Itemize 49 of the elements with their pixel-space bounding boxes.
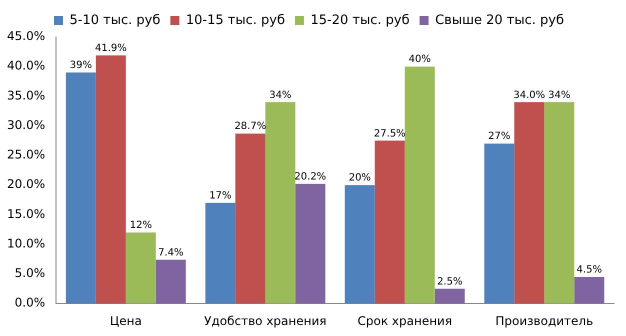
- x-tick-label: Срок хранения: [358, 314, 452, 328]
- bar: [544, 102, 574, 304]
- legend-label: 15-20 тыс. руб: [310, 12, 410, 28]
- x-tick-label: Производитель: [495, 314, 594, 328]
- bar: [66, 72, 96, 304]
- data-label: 34%: [269, 90, 292, 101]
- y-tick-label: 5.0%: [14, 266, 46, 280]
- data-label: 27.5%: [374, 128, 406, 140]
- y-tick-label: 0.0%: [14, 296, 46, 310]
- y-tick-label: 20.0%: [6, 177, 46, 192]
- data-label: 17%: [209, 190, 232, 202]
- bar: [96, 55, 126, 304]
- data-label: 12%: [130, 220, 152, 232]
- bar: [484, 144, 514, 304]
- data-label: 34%: [548, 90, 570, 101]
- legend-label: Свыше 20 тыс. руб: [435, 12, 564, 28]
- legend-label: 10-15 тыс. руб: [186, 12, 285, 28]
- y-tick-label: 25.0%: [6, 148, 46, 162]
- bar: [235, 134, 266, 304]
- y-tick-label: 40.0%: [6, 58, 46, 73]
- x-tick-label: Удобство хранения: [204, 314, 326, 328]
- data-label: 27%: [488, 131, 510, 142]
- y-tick-label: 45.0%: [6, 29, 46, 44]
- data-label: 39%: [70, 60, 92, 72]
- x-tick-label: Цена: [110, 314, 142, 328]
- data-label: 40%: [408, 54, 431, 66]
- bar: [156, 260, 186, 304]
- bar: [434, 288, 465, 304]
- legend-label: 5-10 тыс. руб: [70, 12, 160, 28]
- data-label: 34.0%: [513, 90, 546, 101]
- y-tick-label: 15.0%: [6, 206, 46, 221]
- data-label: 20%: [348, 172, 371, 184]
- data-label: 4.5%: [576, 264, 602, 276]
- bar: [295, 184, 326, 304]
- bar: [126, 232, 156, 304]
- data-label: 20.2%: [294, 172, 326, 183]
- bar: [404, 66, 435, 304]
- bar: [574, 276, 604, 304]
- bar: [514, 102, 544, 304]
- y-tick-label: 35.0%: [6, 88, 46, 102]
- bar: [265, 102, 296, 304]
- y-tick-label: 10.0%: [6, 236, 46, 250]
- data-label: 41.9%: [94, 42, 127, 54]
- data-label: 2.5%: [437, 276, 462, 288]
- y-tick-label: 30.0%: [6, 118, 46, 132]
- bar: [344, 185, 375, 304]
- data-label: 7.4%: [158, 247, 184, 258]
- bar: [205, 202, 236, 304]
- bar: [374, 140, 405, 304]
